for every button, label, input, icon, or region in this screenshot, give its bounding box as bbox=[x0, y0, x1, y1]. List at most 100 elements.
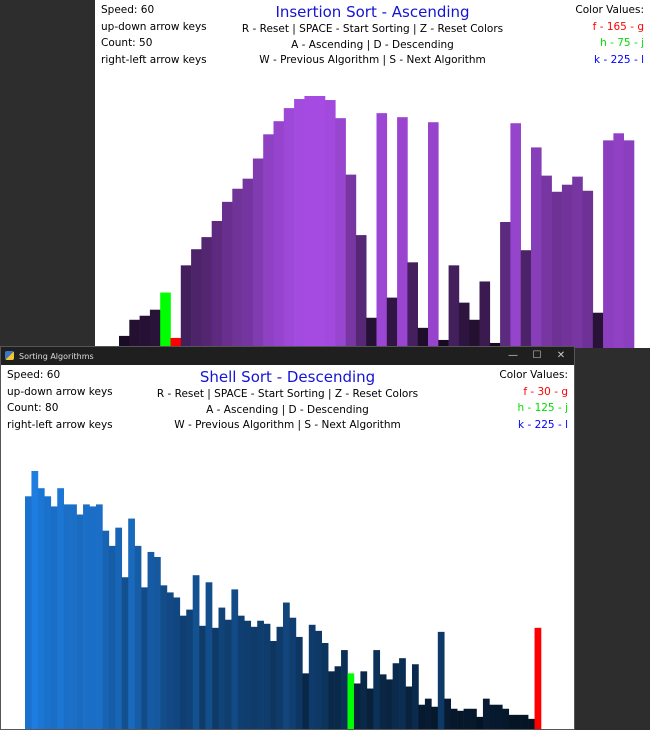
algorithm-title: Shell Sort - Descending bbox=[199, 368, 376, 386]
bar bbox=[457, 710, 464, 729]
bar bbox=[70, 504, 77, 729]
canvas: Speed: 60 up-down arrow keys Count: 80 r… bbox=[1, 365, 574, 729]
bar bbox=[192, 575, 200, 729]
bar bbox=[295, 636, 303, 729]
bar bbox=[191, 249, 202, 348]
bar bbox=[222, 201, 233, 348]
bar bbox=[76, 514, 84, 729]
close-icon[interactable]: ✕ bbox=[556, 350, 566, 361]
bar bbox=[489, 704, 497, 729]
speed-hint: up-down arrow keys bbox=[7, 385, 113, 398]
bar bbox=[469, 319, 480, 348]
maximize-icon[interactable]: ☐ bbox=[532, 350, 542, 361]
count-hint: right-left arrow keys bbox=[7, 418, 113, 431]
controls-info: Speed: 60 up-down arrow keys Count: 80 r… bbox=[7, 367, 113, 433]
bar bbox=[520, 250, 532, 348]
bar bbox=[613, 133, 624, 348]
bar bbox=[149, 309, 161, 348]
count-label: Count: 80 bbox=[7, 402, 59, 414]
bar-chart bbox=[25, 471, 542, 729]
bar bbox=[308, 624, 316, 729]
bar bbox=[37, 488, 45, 729]
bar bbox=[321, 643, 329, 729]
controls-info: Speed: 60 up-down arrow keys Count: 50 r… bbox=[101, 2, 207, 68]
color-value-red: f - 165 - g bbox=[592, 20, 644, 33]
bar bbox=[397, 117, 408, 348]
bar bbox=[250, 626, 258, 729]
bar bbox=[212, 627, 219, 729]
bar bbox=[25, 496, 32, 729]
bar bbox=[476, 716, 484, 729]
bar bbox=[444, 698, 451, 729]
bar-chart bbox=[119, 96, 635, 348]
bar bbox=[115, 527, 123, 729]
python-icon bbox=[5, 351, 14, 360]
bar bbox=[102, 530, 110, 729]
bar bbox=[95, 504, 103, 729]
instruction-line-2: A - Ascending | D - Descending bbox=[291, 38, 454, 51]
bar bbox=[335, 118, 346, 348]
bar bbox=[328, 671, 335, 729]
minimize-icon[interactable]: — bbox=[508, 350, 518, 361]
bar bbox=[154, 557, 161, 729]
bar bbox=[166, 592, 174, 729]
bar bbox=[128, 518, 135, 729]
bar bbox=[521, 714, 529, 729]
bar bbox=[531, 147, 542, 348]
bar bbox=[405, 686, 413, 729]
shell-sort-window: Sorting Algorithms — ☐ ✕ Speed: 60 up-do… bbox=[0, 346, 575, 730]
bar bbox=[561, 184, 573, 348]
bar bbox=[418, 704, 426, 729]
bar bbox=[502, 708, 510, 729]
color-value-green: h - 75 - j bbox=[600, 37, 644, 49]
bar bbox=[108, 545, 116, 729]
bar bbox=[302, 673, 310, 729]
bar bbox=[508, 714, 516, 729]
speed-hint: up-down arrow keys bbox=[101, 20, 207, 33]
title-bar[interactable]: Sorting Algorithms — ☐ ✕ bbox=[1, 347, 574, 365]
bar bbox=[360, 671, 368, 729]
color-values-label: Color Values: bbox=[499, 369, 568, 381]
header: Insertion Sort - Ascending R - Reset | S… bbox=[95, 2, 650, 69]
bar bbox=[139, 315, 151, 348]
bar bbox=[431, 706, 439, 729]
header: Shell Sort - Descending R - Reset | SPAC… bbox=[1, 367, 574, 434]
bar bbox=[186, 609, 193, 729]
bar bbox=[276, 626, 284, 729]
bar bbox=[582, 190, 594, 348]
bar bbox=[283, 602, 290, 729]
bar bbox=[57, 488, 64, 729]
bar bbox=[392, 663, 400, 729]
bar bbox=[386, 679, 393, 729]
bar bbox=[489, 342, 501, 348]
speed-label: Speed: 60 bbox=[101, 4, 155, 16]
bar bbox=[273, 121, 285, 348]
bar bbox=[366, 317, 377, 348]
bar bbox=[170, 337, 182, 348]
speed-label: Speed: 60 bbox=[7, 369, 61, 381]
bar bbox=[437, 631, 445, 729]
bar bbox=[482, 698, 490, 729]
bar bbox=[147, 551, 155, 729]
bar bbox=[479, 281, 491, 348]
color-values: Color Values: f - 30 - g h - 125 - j k -… bbox=[499, 367, 568, 433]
bar bbox=[289, 617, 297, 729]
bar bbox=[270, 640, 277, 729]
bar bbox=[355, 235, 367, 348]
bar bbox=[603, 140, 614, 348]
bar bbox=[495, 704, 503, 729]
color-values-label: Color Values: bbox=[575, 4, 644, 16]
bar bbox=[31, 471, 39, 729]
bar bbox=[534, 627, 542, 729]
bar bbox=[450, 708, 458, 729]
bar bbox=[44, 496, 52, 729]
instruction-line-3: W - Previous Algorithm | S - Next Algori… bbox=[174, 419, 401, 431]
bar bbox=[376, 113, 388, 348]
instruction-line-1: R - Reset | SPACE - Start Sorting | Z - … bbox=[241, 23, 504, 35]
bar bbox=[470, 708, 477, 729]
bar bbox=[325, 100, 336, 348]
bar bbox=[407, 262, 418, 348]
bar bbox=[232, 188, 243, 348]
bar bbox=[121, 577, 129, 729]
bar bbox=[341, 650, 348, 729]
